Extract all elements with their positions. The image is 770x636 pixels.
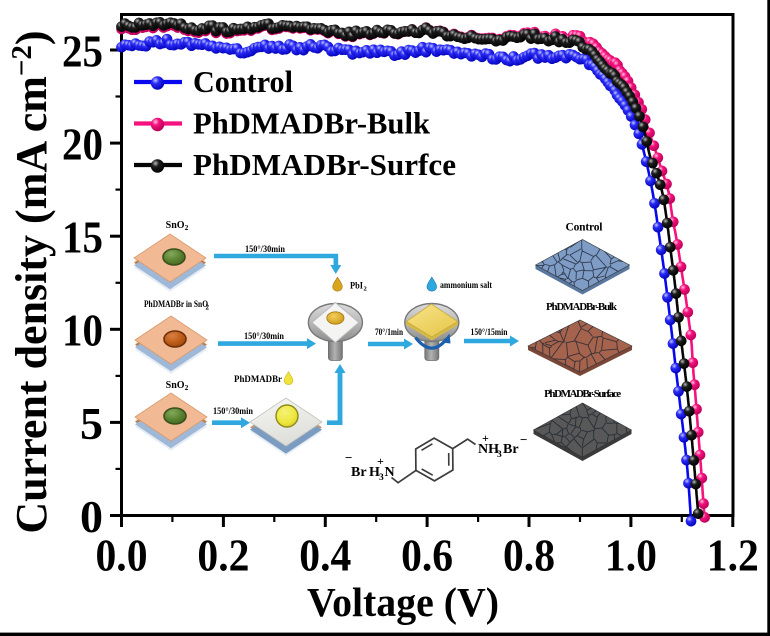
svg-text:ammonium salt: ammonium salt	[440, 281, 493, 291]
svg-text:SnO2: SnO2	[166, 380, 189, 392]
svg-text:0.4: 0.4	[299, 530, 351, 581]
svg-text:−: −	[345, 450, 352, 465]
svg-text:150°/30min: 150°/30min	[244, 331, 285, 342]
svg-text:150°/30min: 150°/30min	[245, 244, 286, 255]
svg-text:PhDMADBr: PhDMADBr	[234, 375, 283, 385]
svg-text:150°/30min: 150°/30min	[213, 406, 254, 417]
svg-text:150°/15min: 150°/15min	[471, 327, 509, 338]
svg-text:0.0: 0.0	[96, 530, 148, 581]
svg-text:PhDMADBr-Bulk: PhDMADBr-Bulk	[193, 106, 431, 141]
svg-text:+: +	[482, 431, 489, 445]
svg-text:3: 3	[497, 450, 502, 460]
svg-text:SnO2: SnO2	[166, 220, 189, 232]
svg-text:3: 3	[379, 473, 384, 483]
svg-text:0.8: 0.8	[503, 530, 555, 581]
svg-text:PbI: PbI	[350, 281, 363, 291]
svg-text:PhDMADBr in SnO: PhDMADBr in SnO	[144, 300, 208, 310]
svg-text:Control: Control	[193, 64, 293, 99]
svg-text:70°/1min: 70°/1min	[375, 327, 404, 338]
svg-text:10: 10	[62, 305, 103, 356]
svg-text:1.0: 1.0	[605, 530, 657, 581]
svg-text:Current density (mA cm−2): Current density (mA cm−2)	[6, 30, 56, 533]
svg-text:Voltage (V): Voltage (V)	[307, 579, 499, 625]
svg-text:PhDMADBr-Surface: PhDMADBr-Surface	[544, 388, 621, 400]
svg-text:H: H	[369, 465, 380, 480]
svg-text:2: 2	[364, 286, 367, 293]
svg-text:NH: NH	[478, 442, 499, 457]
svg-text:0.2: 0.2	[197, 530, 249, 581]
svg-text:PhDMADBr-Bulk: PhDMADBr-Bulk	[546, 301, 618, 313]
svg-text:20: 20	[62, 119, 103, 170]
svg-text:Br: Br	[351, 465, 367, 480]
svg-text:N: N	[385, 465, 395, 480]
svg-text:PhDMADBr-Surfce: PhDMADBr-Surfce	[193, 147, 456, 182]
svg-text:Br: Br	[503, 442, 519, 457]
svg-text:5: 5	[80, 398, 103, 449]
svg-text:15: 15	[62, 212, 103, 263]
svg-text:0: 0	[80, 491, 103, 542]
svg-text:−: −	[520, 432, 527, 447]
svg-text:25: 25	[62, 25, 103, 76]
svg-text:0.6: 0.6	[401, 530, 453, 581]
svg-text:+: +	[377, 454, 384, 468]
svg-text:1.2: 1.2	[707, 530, 759, 581]
svg-text:2: 2	[206, 304, 210, 312]
svg-text:Control: Control	[566, 222, 603, 234]
